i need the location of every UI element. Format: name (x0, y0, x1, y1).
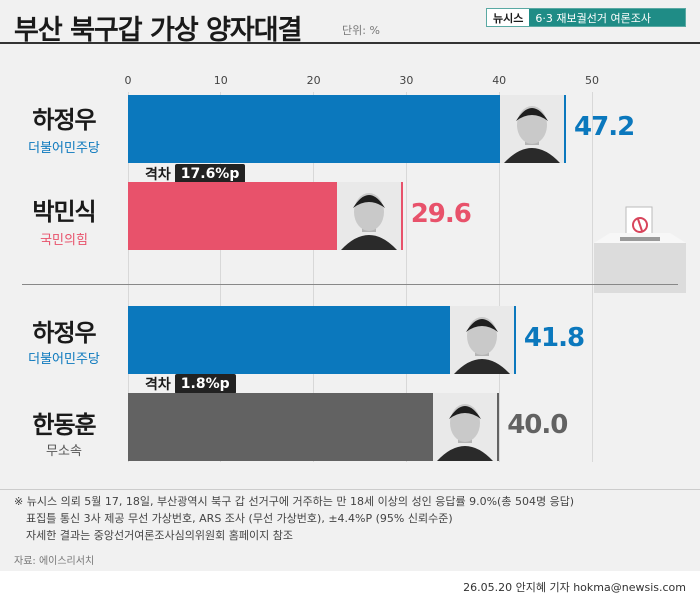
brand-badge: 뉴시스 6·3 재보궐선거 여론조사 (486, 8, 686, 27)
x-tick-label: 10 (213, 74, 228, 87)
note-line: 자세한 결과는 중앙선거여론조사심의위원회 홈페이지 참조 (26, 529, 293, 542)
x-tick-label: 50 (585, 74, 599, 87)
bar-hajungwoo-vs-park (128, 95, 567, 163)
unit-label: 단위: % (342, 24, 380, 37)
x-tick-label: 30 (399, 74, 414, 87)
candidate-portrait (433, 393, 498, 461)
gap-indicator: 격차 17.6%p (145, 164, 246, 184)
candidate-name: 하정우 (32, 106, 96, 134)
brand-name: 뉴시스 (493, 11, 524, 25)
note-line: 표집틀 통신 3사 제공 무선 가상번호, ARS 조사 (무선 가상번호), … (26, 512, 453, 525)
candidate-portrait (449, 306, 514, 374)
candidate-portrait (336, 182, 401, 250)
gap-label: 격차 (145, 167, 171, 183)
ballot-box-icon (594, 206, 686, 293)
candidate-party: 더불어민주당 (28, 141, 100, 156)
gap-label: 격차 (145, 377, 171, 393)
candidate-portrait (500, 95, 565, 163)
x-gridline (591, 92, 593, 462)
x-tick-label: 20 (306, 74, 321, 87)
note-line: ※ 뉴시스 의뢰 5월 17, 18일, 부산광역시 북구 갑 선거구에 거주하… (14, 495, 575, 508)
candidate-name: 하정우 (32, 319, 96, 347)
candidate-name: 박민식 (32, 198, 96, 226)
x-gridline (220, 92, 222, 462)
top-rule (0, 42, 700, 44)
candidate-name: 한동훈 (32, 411, 96, 439)
byline: 26.05.20 안지혜 기자 hokma@newsis.com (463, 581, 686, 594)
brand-tag: 6·3 재보궐선거 여론조사 (529, 9, 685, 26)
x-gridline (405, 92, 407, 462)
survey-notes: ※ 뉴시스 의뢰 5월 17, 18일, 부산광역시 북구 갑 선거구에 거주하… (14, 493, 574, 544)
gap-value: 1.8%p (174, 374, 236, 394)
page-title: 부산 북구갑 가상 양자대결 (14, 15, 302, 46)
x-tick-label: 40 (492, 74, 507, 87)
value-label: 47.2 (574, 112, 635, 142)
x-gridline (127, 92, 129, 462)
candidate-party: 무소속 (46, 444, 82, 459)
value-label: 40.0 (507, 410, 568, 440)
candidate-party: 국민의힘 (40, 233, 88, 248)
x-gridline (313, 92, 315, 462)
source-label: 자료: 에이스리서치 (14, 556, 95, 567)
value-label: 29.6 (410, 199, 472, 229)
notes-rule (0, 489, 700, 490)
gap-indicator: 격차 1.8%p (145, 374, 236, 394)
group-divider (22, 284, 678, 285)
value-label: 41.8 (523, 323, 585, 353)
x-gridline (498, 92, 500, 462)
x-tick-label: 0 (124, 74, 132, 87)
candidate-party: 더불어민주당 (28, 352, 100, 367)
gap-value: 17.6%p (174, 164, 246, 184)
